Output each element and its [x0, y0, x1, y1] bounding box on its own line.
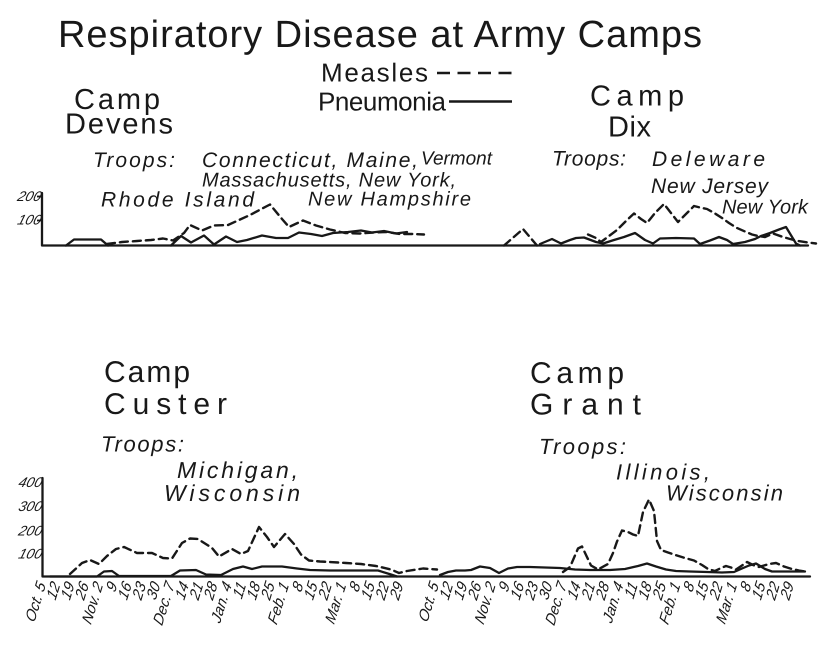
svg-text:Pneumonia: Pneumonia: [318, 87, 447, 117]
svg-text:Wisconsin: Wisconsin: [666, 481, 783, 506]
svg-text:26: 26: [72, 578, 93, 604]
svg-text:21: 21: [187, 579, 207, 604]
svg-text:11: 11: [230, 579, 250, 602]
svg-text:300: 300: [17, 498, 45, 514]
svg-text:Camp: Camp: [104, 356, 190, 389]
svg-text:Camp: Camp: [74, 84, 160, 116]
svg-text:29: 29: [777, 578, 798, 604]
svg-text:400: 400: [17, 474, 45, 490]
svg-text:Troops:: Troops:: [101, 432, 184, 457]
svg-text:26: 26: [465, 578, 486, 604]
svg-text:New Jersey: New Jersey: [651, 175, 770, 198]
svg-text:200: 200: [16, 523, 45, 539]
svg-text:Grant: Grant: [530, 389, 642, 422]
svg-text:14: 14: [172, 579, 192, 603]
svg-text:22: 22: [706, 578, 727, 604]
svg-text:23: 23: [522, 578, 543, 604]
svg-text:Wisconsin: Wisconsin: [164, 480, 300, 506]
svg-text:Devens: Devens: [65, 109, 173, 141]
svg-text:14: 14: [564, 579, 584, 603]
svg-text:29: 29: [387, 578, 408, 604]
svg-text:100: 100: [16, 212, 44, 228]
svg-text:Vermont: Vermont: [421, 149, 493, 170]
svg-text:Dix: Dix: [608, 112, 652, 144]
svg-text:200: 200: [15, 188, 44, 204]
svg-text:28: 28: [201, 578, 222, 604]
svg-text:Connecticut, Maine,: Connecticut, Maine,: [202, 149, 418, 172]
svg-text:Troops:: Troops:: [552, 148, 626, 171]
svg-text:Measles: Measles: [321, 58, 428, 88]
svg-text:100: 100: [17, 546, 45, 562]
svg-text:22: 22: [315, 578, 336, 604]
svg-text:Camp: Camp: [530, 357, 624, 390]
svg-text:Deleware: Deleware: [652, 148, 765, 171]
svg-text:Custer: Custer: [104, 388, 227, 421]
svg-text:28: 28: [593, 578, 614, 604]
svg-text:25: 25: [258, 578, 279, 604]
svg-text:Massachusetts, New York,: Massachusetts, New York,: [202, 170, 456, 192]
svg-text:23: 23: [129, 578, 150, 604]
svg-text:Rhode Island: Rhode Island: [101, 189, 255, 212]
svg-text:Troops:: Troops:: [539, 434, 626, 459]
svg-text:21: 21: [578, 579, 598, 604]
svg-text:22: 22: [763, 578, 784, 604]
svg-text:22: 22: [372, 578, 393, 604]
svg-text:New York: New York: [722, 197, 809, 219]
svg-text:Respiratory Disease at Army Ca: Respiratory Disease at Army Camps: [58, 14, 702, 56]
svg-text:11: 11: [622, 579, 642, 602]
svg-text:New Hampshire: New Hampshire: [308, 189, 471, 211]
svg-text:25: 25: [649, 578, 670, 604]
